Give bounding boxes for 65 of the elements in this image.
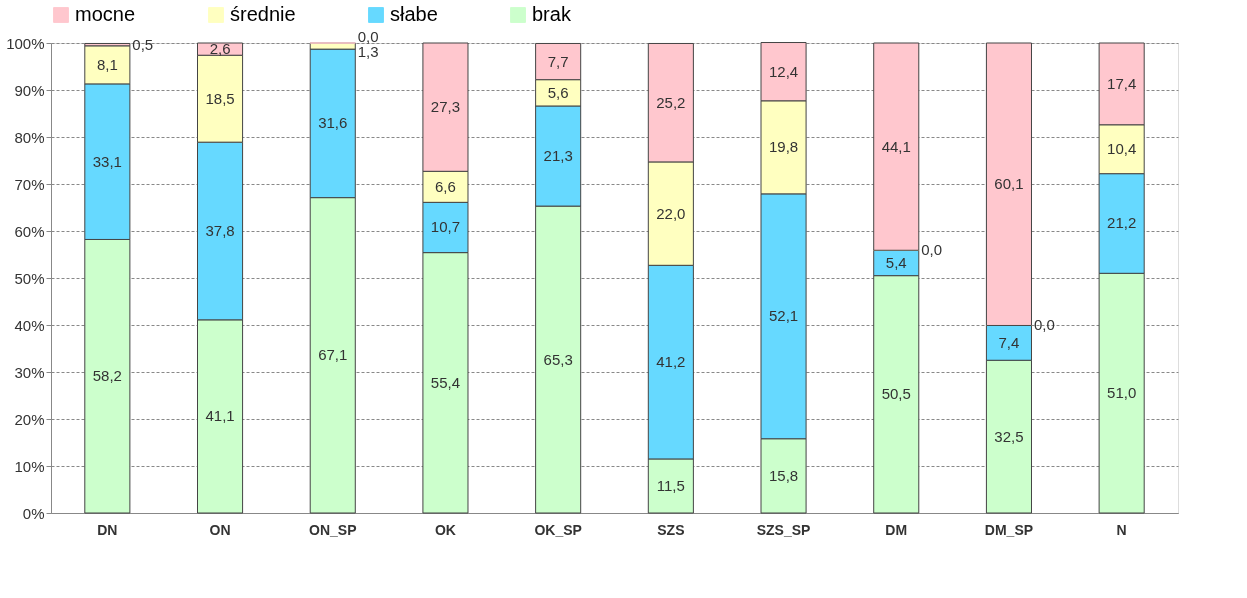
y-tick-label: 20% [14,410,45,428]
data-label: 11,5 [656,476,685,494]
data-label: 10,4 [1107,140,1137,158]
data-label: 65,3 [543,350,573,368]
y-tick-label: 90% [14,81,45,99]
data-label: 5,6 [547,83,569,101]
x-tick-label: N [1116,521,1127,538]
y-tick-label: 10% [14,457,45,475]
x-tick-label: SZS_SP [756,521,811,538]
x-tick-label: OK [434,521,456,538]
y-tick-label: 0% [22,504,45,522]
data-label: 18,5 [205,89,235,107]
data-label: 60,1 [994,175,1024,193]
data-label: 0,0 [921,241,943,259]
data-label: 19,8 [768,138,799,156]
data-label: 17,4 [1107,74,1137,92]
data-label: 52,1 [768,307,799,325]
data-label: 25,2 [656,93,686,111]
y-tick-label: 80% [14,128,45,146]
data-label: 41,1 [205,407,235,425]
legend-label: mocne [75,3,136,25]
x-tick-label: SZS [657,521,685,538]
data-label: 55,4 [430,373,461,391]
data-label: 31,6 [318,114,348,132]
y-tick-label: 100% [6,34,45,52]
x-tick-label: OK_SP [534,521,582,538]
x-tick-label: ON_SP [309,521,357,538]
data-label: 5,4 [885,253,907,271]
data-label: 0,5 [132,35,154,53]
data-label: 6,6 [435,177,456,195]
x-tick-label: DM [885,521,908,538]
data-label: 32,5 [994,427,1024,445]
data-label: 22,0 [656,204,686,222]
y-tick-label: 60% [14,222,45,240]
data-label: 41,2 [656,353,686,371]
data-label: 21,2 [1107,214,1137,232]
y-tick-label: 40% [14,316,45,334]
data-label: 0,0 [357,28,379,45]
legend-label: brak [532,3,572,25]
data-label: 37,8 [205,222,235,239]
data-label: 44,1 [881,137,911,155]
data-label: 33,1 [92,152,122,170]
data-label: 21,3 [543,147,573,165]
data-label: 51,0 [1107,384,1137,402]
data-label: 7,4 [998,333,1020,351]
x-tick-label: ON [209,521,231,538]
y-tick-label: 50% [14,269,45,287]
data-label: 12,4 [768,62,799,80]
data-label: 67,1 [318,346,348,364]
legend-label: średnie [230,3,296,25]
data-label: 0,0 [1033,316,1055,334]
legend-label: słabe [390,3,438,25]
data-label: 2,6 [209,40,231,58]
data-label: 50,5 [881,385,911,403]
data-label: 8,1 [96,55,118,73]
y-tick-label: 30% [14,363,45,381]
data-label: 58,2 [92,367,122,385]
x-tick-label: DM_SP [984,521,1034,538]
y-tick-label: 70% [14,175,45,193]
data-label: 27,3 [430,98,461,116]
data-label: 7,7 [547,52,569,70]
x-tick-label: DN [97,521,118,538]
data-label: 1,3 [357,43,379,61]
data-label: 10,7 [430,218,461,236]
data-label: 15,8 [768,466,799,484]
